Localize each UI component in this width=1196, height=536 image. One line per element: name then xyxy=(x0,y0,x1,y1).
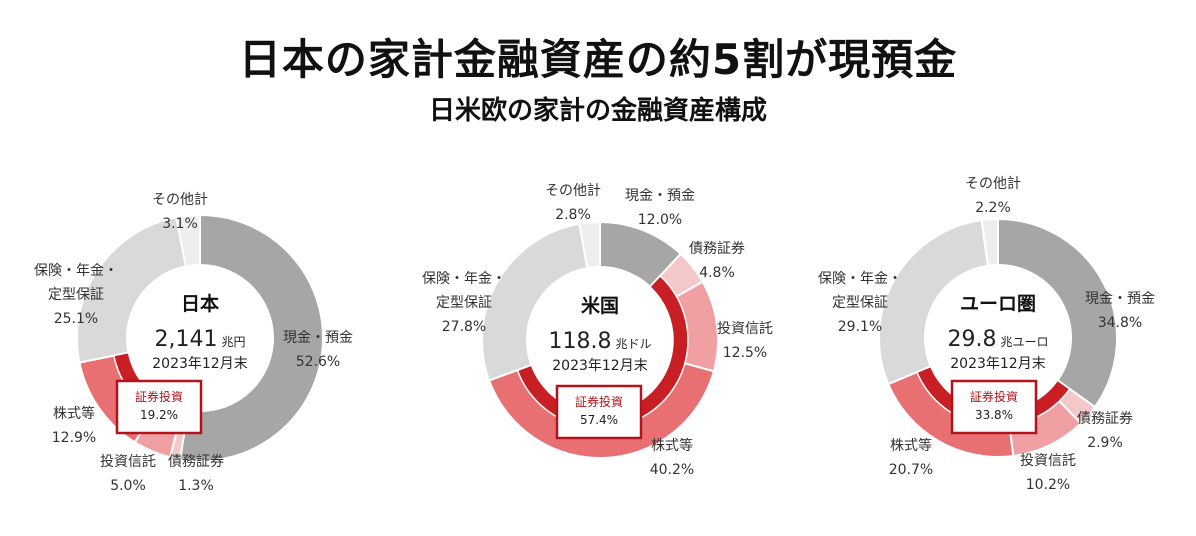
slice-label-insurance: 保険・年金・定型保証 29.1% xyxy=(818,271,902,335)
svg-text:34.8%: 34.8% xyxy=(1098,315,1142,331)
slice-label-cash: 現金・預金 52.6% xyxy=(283,330,353,370)
svg-text:3.1%: 3.1% xyxy=(162,216,198,232)
svg-text:債務証券: 債務証券 xyxy=(168,454,224,470)
securities-label: 証券投資 xyxy=(970,389,1018,404)
svg-text:株式等: 株式等 xyxy=(890,437,932,454)
securities-box: 証券投資 57.4% xyxy=(555,384,643,440)
securities-label: 証券投資 xyxy=(135,389,183,404)
svg-text:株式等: 株式等 xyxy=(53,405,95,422)
svg-text:40.2%: 40.2% xyxy=(650,462,694,478)
slice-label-other: その他計 2.8% xyxy=(545,183,601,223)
securities-value: 57.4% xyxy=(580,413,618,427)
as-of-date: 2023年12月末 xyxy=(552,358,647,374)
chart-title: 日本の家計金融資産の約5割が現預金 xyxy=(238,35,958,84)
svg-text:10.2%: 10.2% xyxy=(1026,477,1070,493)
svg-text:27.8%: 27.8% xyxy=(442,319,486,335)
slice-cash xyxy=(997,217,1118,409)
svg-text:52.6%: 52.6% xyxy=(296,354,340,370)
svg-text:現金・預金: 現金・預金 xyxy=(283,330,353,346)
slice-label-other: その他計 2.2% xyxy=(965,176,1021,216)
svg-text:その他計: その他計 xyxy=(152,192,208,208)
svg-text:定型保証: 定型保証 xyxy=(48,287,104,303)
donut-hole xyxy=(128,266,272,410)
slice-label-cash: 現金・預金 12.0% xyxy=(625,188,695,228)
svg-text:1.3%: 1.3% xyxy=(178,478,214,494)
svg-text:債務証券: 債務証券 xyxy=(1077,411,1133,427)
chart-subtitle: 日米欧の家計の金融資産構成 xyxy=(428,96,767,126)
svg-text:債務証券: 債務証券 xyxy=(689,241,745,257)
as-of-date: 2023年12月末 xyxy=(950,356,1045,372)
slice-label-stocks: 株式等 40.2% xyxy=(650,437,694,478)
svg-text:保険・年金・: 保険・年金・ xyxy=(422,271,506,287)
slice-label-stocks: 株式等 12.9% xyxy=(52,405,96,446)
svg-text:現金・預金: 現金・預金 xyxy=(1085,291,1155,307)
slice-cash xyxy=(178,213,325,462)
svg-text:5.0%: 5.0% xyxy=(110,478,146,494)
region-label: 米国 xyxy=(581,294,619,317)
slice-other xyxy=(980,217,999,267)
slice-label-cash: 現金・預金 34.8% xyxy=(1085,291,1155,331)
region-label: 日本 xyxy=(181,292,219,315)
svg-text:投資信託: 投資信託 xyxy=(717,321,773,337)
donut-hole xyxy=(926,266,1070,410)
svg-text:保険・年金・: 保険・年金・ xyxy=(818,271,902,287)
svg-text:投資信託: 投資信託 xyxy=(100,454,156,470)
slice-label-insurance: 保険・年金・定型保証 25.1% xyxy=(34,263,118,327)
slice-label-other: その他計 3.1% xyxy=(152,192,208,232)
svg-text:その他計: その他計 xyxy=(545,183,601,199)
slice-label-trusts: 投資信託 12.5% xyxy=(717,321,773,361)
slice-label-insurance: 保険・年金・定型保証 27.8% xyxy=(422,271,506,335)
as-of-date: 2023年12月末 xyxy=(152,356,247,372)
total-assets: 2,141 兆円 xyxy=(155,327,246,352)
svg-text:定型保証: 定型保証 xyxy=(832,295,888,311)
total-assets: 118.8 兆ドル xyxy=(549,329,652,354)
securities-value: 33.8% xyxy=(975,408,1013,422)
svg-text:20.7%: 20.7% xyxy=(889,462,933,478)
svg-text:2.9%: 2.9% xyxy=(1087,435,1123,451)
slice-label-bonds: 債務証券 2.9% xyxy=(1077,411,1133,451)
svg-text:12.0%: 12.0% xyxy=(638,212,682,228)
slice-label-bonds: 債務証券 1.3% xyxy=(168,454,224,494)
securities-label: 証券投資 xyxy=(575,394,623,409)
securities-box: 証券投資 33.8% xyxy=(950,379,1038,435)
svg-text:定型保証: 定型保証 xyxy=(436,295,492,311)
svg-text:投資信託: 投資信託 xyxy=(1020,453,1076,469)
slice-label-trusts: 投資信託 5.0% xyxy=(100,454,156,494)
svg-text:株式等: 株式等 xyxy=(651,437,693,454)
securities-band xyxy=(516,274,689,429)
slice-insurance xyxy=(878,219,990,386)
slice-label-trusts: 投資信託 10.2% xyxy=(1020,453,1076,493)
total-assets: 29.8 兆ユーロ xyxy=(948,327,1049,352)
svg-text:12.9%: 12.9% xyxy=(52,430,96,446)
svg-text:現金・預金: 現金・預金 xyxy=(625,188,695,204)
svg-text:2.2%: 2.2% xyxy=(975,200,1011,216)
securities-value: 19.2% xyxy=(140,408,178,422)
svg-text:保険・年金・: 保険・年金・ xyxy=(34,263,118,279)
svg-text:4.8%: 4.8% xyxy=(699,265,735,281)
slice-insurance xyxy=(481,222,589,382)
slice-other xyxy=(175,213,201,268)
slice-other xyxy=(578,220,601,270)
svg-text:29.1%: 29.1% xyxy=(838,319,882,335)
svg-text:その他計: その他計 xyxy=(965,176,1021,192)
slice-label-stocks: 株式等 20.7% xyxy=(889,437,933,478)
region-label: ユーロ圏 xyxy=(960,293,1036,315)
securities-box: 証券投資 19.2% xyxy=(115,379,203,435)
svg-text:25.1%: 25.1% xyxy=(54,311,98,327)
donut-hole xyxy=(528,268,672,412)
svg-text:12.5%: 12.5% xyxy=(723,345,767,361)
svg-text:2.8%: 2.8% xyxy=(555,207,591,223)
slice-label-bonds: 債務証券 4.8% xyxy=(689,241,745,281)
